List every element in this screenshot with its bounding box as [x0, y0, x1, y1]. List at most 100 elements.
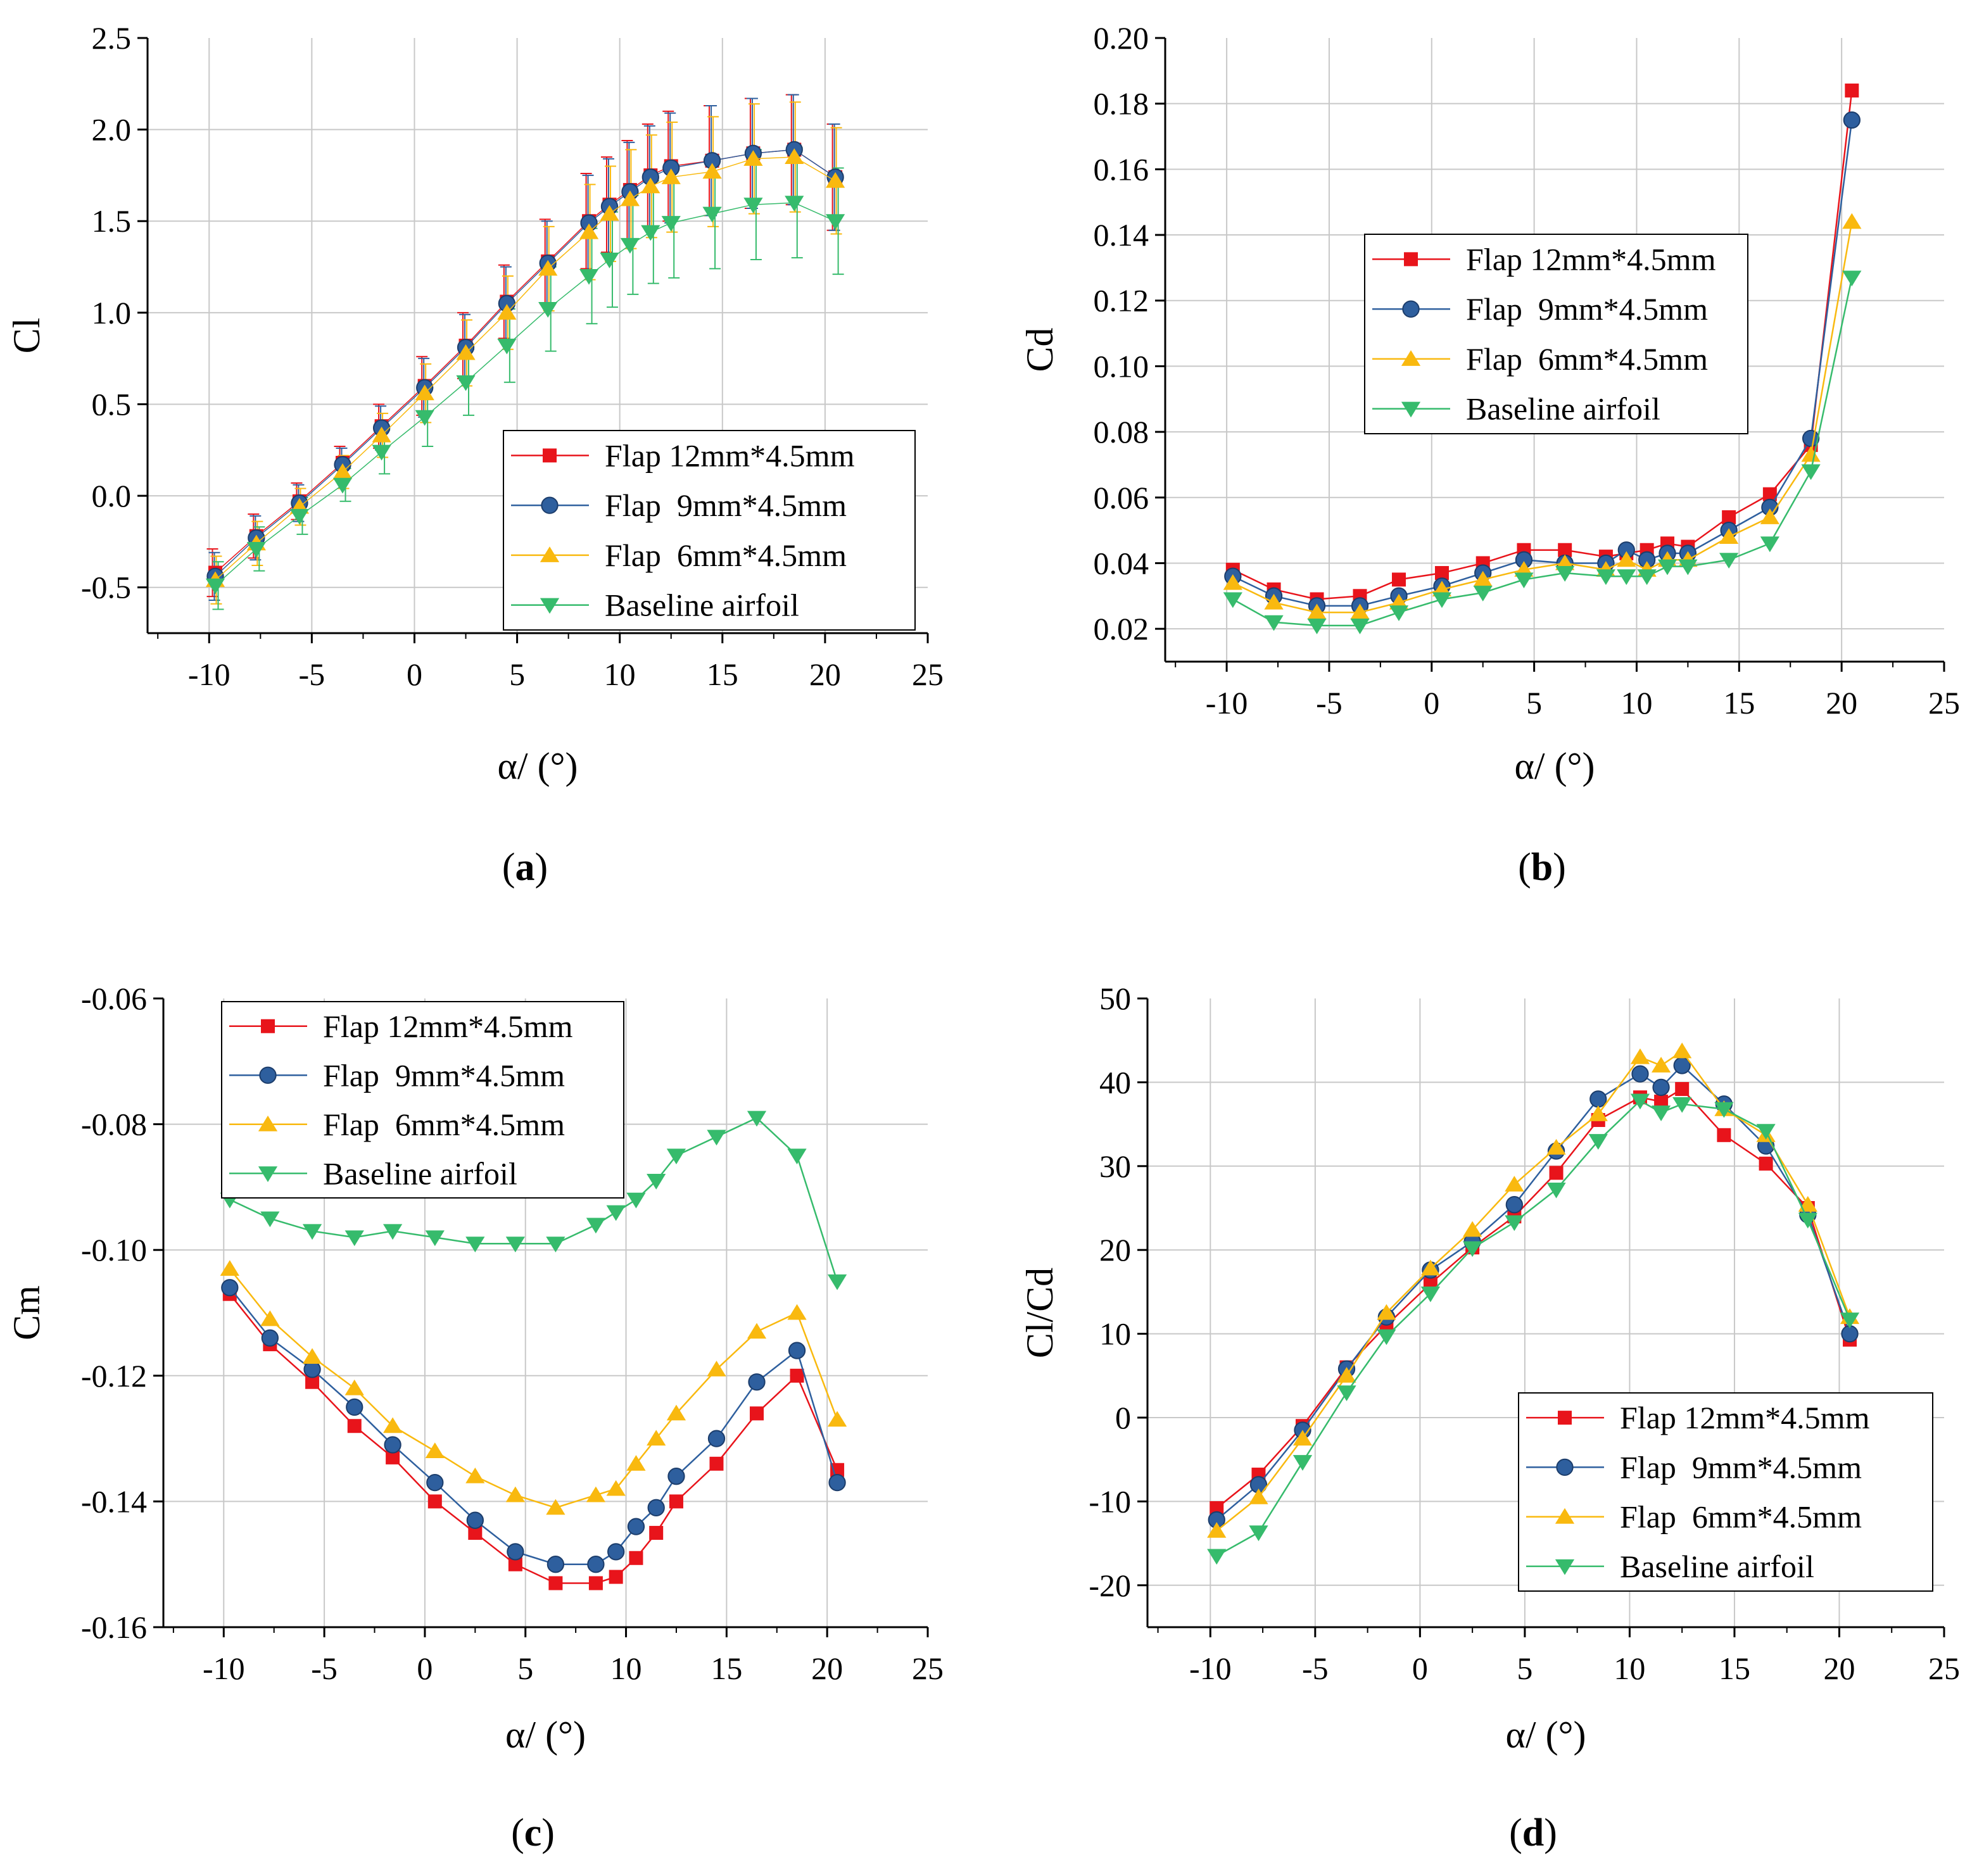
legend: Flap 12mm*4.5mm Flap 9mm*4.5mm Flap 6mm*4.…: [503, 430, 916, 631]
x-tick-label: 10: [604, 657, 636, 692]
legend-label: Flap 6mm*4.5mm: [605, 538, 847, 573]
data-point: [707, 1130, 726, 1146]
data-point: [1546, 1138, 1566, 1155]
y-tick-label: -0.5: [81, 570, 131, 605]
chart-panel-c: -10 -5 0 5 10 15 20 25 -0.16 -0.14 -0.12 -0.10 -0.08…: [6, 981, 944, 1854]
data-point: [588, 1576, 603, 1590]
data-point: [332, 477, 353, 494]
data-point: [302, 1224, 322, 1240]
y-tick-label: 0.0: [92, 478, 132, 513]
x-tick-label: 5: [1517, 1651, 1532, 1686]
legend-marker: [259, 1066, 277, 1084]
x-tick-label: 5: [517, 1651, 533, 1686]
data-point: [1760, 536, 1779, 553]
x-tick-label: -5: [1302, 1651, 1329, 1686]
data-point: [372, 426, 391, 443]
x-tick-label: 5: [1526, 685, 1542, 721]
series-line: [229, 1293, 838, 1584]
data-point: [260, 1211, 280, 1228]
data-point: [579, 269, 599, 285]
data-point: [586, 1218, 606, 1234]
x-tick-label: 15: [1723, 685, 1755, 721]
data-point: [1307, 603, 1327, 620]
data-point: [1630, 1093, 1650, 1110]
legend-label: Flap 6mm*4.5mm: [1620, 1499, 1862, 1535]
data-point: [1651, 1105, 1671, 1121]
data-point: [627, 1518, 645, 1535]
data-point: [1719, 553, 1739, 569]
data-point: [709, 1456, 724, 1471]
x-tick-label: 10: [610, 1651, 642, 1686]
y-tick-label: -0.08: [81, 1107, 147, 1142]
data-point: [1631, 1065, 1649, 1083]
data-point: [1292, 1455, 1313, 1471]
data-point: [505, 1486, 525, 1502]
data-point: [587, 1556, 605, 1573]
legend-marker: [1404, 252, 1418, 267]
legend-label: Flap 12mm*4.5mm: [323, 1009, 573, 1044]
data-point: [825, 172, 845, 188]
legend-marker: [540, 598, 560, 614]
y-tick-label: 0.06: [1094, 480, 1149, 515]
data-point: [1651, 1057, 1671, 1073]
data-point: [1762, 487, 1777, 501]
data-point: [600, 205, 619, 221]
data-point: [1505, 1196, 1523, 1214]
data-point: [1675, 1081, 1690, 1096]
x-tick-label: 0: [1424, 685, 1439, 721]
legend-label: Flap 12mm*4.5mm: [1620, 1400, 1870, 1435]
series-line: [215, 202, 836, 586]
data-point: [579, 223, 599, 239]
data-point: [305, 1375, 320, 1389]
data-point: [667, 1468, 685, 1485]
y-tick-label: 0.02: [1094, 611, 1149, 646]
legend-label: Baseline airfoil: [323, 1155, 517, 1191]
data-point: [468, 1526, 483, 1540]
series-3: [1207, 1093, 1860, 1565]
x-tick-label: 5: [509, 657, 525, 692]
data-point: [1377, 1304, 1396, 1320]
legend: Flap 12mm*4.5mm Flap 9mm*4.5mm Flap 6mm*4.…: [221, 1001, 624, 1199]
data-point: [607, 1543, 625, 1561]
x-tick-label: 0: [407, 657, 422, 692]
data-point: [289, 508, 310, 525]
data-point: [505, 1237, 525, 1253]
y-tick-label: 0: [1115, 1400, 1131, 1435]
y-tick-label: 40: [1099, 1064, 1131, 1100]
data-point: [1505, 1176, 1524, 1192]
y-tick-label: -10: [1089, 1483, 1131, 1519]
data-point: [246, 541, 266, 558]
y-tick-label: 0.14: [1094, 217, 1149, 253]
y-axis-label: Cd: [1019, 327, 1061, 372]
legend-label: Flap 12mm*4.5mm: [1466, 241, 1716, 277]
series-3: [1223, 270, 1862, 634]
x-tick-label: -10: [188, 657, 231, 692]
data-point: [647, 1173, 666, 1190]
y-tick-label: -0.12: [81, 1358, 147, 1394]
legend-marker: [261, 1019, 275, 1033]
y-tick-label: -20: [1089, 1568, 1131, 1603]
series-1: [221, 1279, 846, 1573]
data-point: [415, 410, 434, 426]
data-point: [1337, 1385, 1356, 1402]
data-point: [661, 216, 681, 232]
data-point: [626, 1455, 646, 1471]
data-point: [386, 1450, 400, 1464]
x-tick-label: 10: [1621, 685, 1652, 721]
y-tick-label: 2.5: [92, 20, 132, 56]
data-point: [546, 1499, 565, 1515]
data-point: [372, 444, 391, 461]
series-line: [229, 1268, 838, 1509]
data-point: [456, 375, 476, 391]
x-axis-label: α/ (°): [497, 745, 578, 787]
data-point: [1514, 572, 1534, 589]
x-tick-label: 20: [1823, 1651, 1855, 1686]
data-point: [1223, 592, 1242, 608]
data-point: [626, 1192, 646, 1209]
y-tick-label: -0.14: [81, 1483, 147, 1519]
data-point: [649, 1526, 664, 1540]
data-point: [546, 1237, 565, 1253]
data-point: [606, 1205, 626, 1221]
y-tick-label: 10: [1099, 1316, 1131, 1352]
